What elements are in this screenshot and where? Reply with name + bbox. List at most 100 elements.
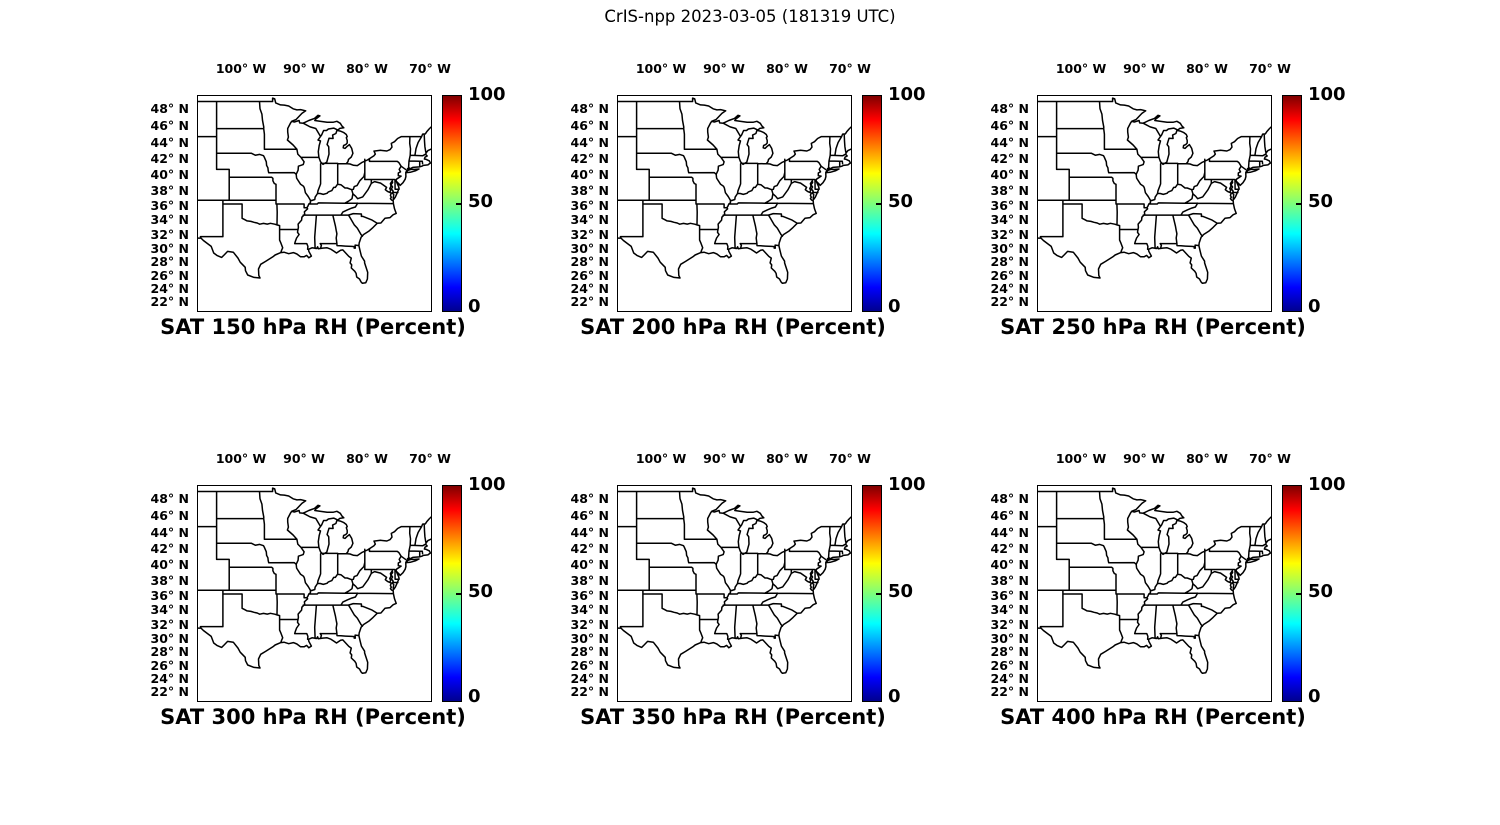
colorbar	[442, 95, 462, 312]
colorbar-tick-50: 50	[888, 191, 914, 212]
lat-tick-label: 32° N	[990, 226, 1029, 242]
lat-tick-label: 26° N	[570, 267, 609, 283]
map-frame	[197, 95, 432, 312]
figure-title: CrIS-npp 2023-03-05 (181319 UTC)	[604, 7, 896, 26]
lat-tick-label: 42° N	[150, 151, 189, 167]
panel-title: SAT 400 hPa RH (Percent)	[1000, 705, 1306, 729]
lat-tick-label: 24° N	[990, 670, 1029, 686]
lat-tick-label: 26° N	[990, 267, 1029, 283]
lat-tick-label: 28° N	[150, 254, 189, 270]
lon-tick-label: 90° W	[703, 61, 745, 76]
lat-tick-label: 22° N	[990, 293, 1029, 309]
map-frame	[197, 485, 432, 702]
lat-tick-label: 34° N	[990, 602, 1029, 618]
lat-tick-label: 32° N	[570, 226, 609, 242]
map-frame	[617, 485, 852, 702]
colorbar-mid-tick	[1296, 202, 1301, 205]
lon-tick-label: 90° W	[1123, 61, 1165, 76]
colorbar-tick-100: 100	[1308, 84, 1346, 105]
lon-tick-label: 80° W	[346, 61, 388, 76]
us-state-map	[1038, 487, 1271, 675]
lon-tick-label: 80° W	[766, 451, 808, 466]
map-frame	[1037, 95, 1272, 312]
lat-tick-label: 22° N	[570, 683, 609, 699]
lat-tick-label: 38° N	[990, 572, 1029, 588]
lon-tick-label: 70° W	[829, 451, 871, 466]
map-frame	[617, 95, 852, 312]
colorbar-mid-tick	[456, 592, 461, 595]
lat-tick-label: 26° N	[570, 657, 609, 673]
lat-tick-label: 26° N	[150, 657, 189, 673]
colorbar-tick-50: 50	[1308, 581, 1334, 602]
lat-tick-label: 28° N	[570, 254, 609, 270]
lat-tick-label: 46° N	[570, 508, 609, 524]
colorbar-tick-0: 0	[888, 296, 901, 317]
lat-tick-label: 48° N	[150, 490, 189, 506]
colorbar-tick-100: 100	[888, 84, 926, 105]
lat-tick-label: 30° N	[150, 240, 189, 256]
lat-tick-label: 42° N	[990, 151, 1029, 167]
colorbar-tick-50: 50	[468, 191, 494, 212]
lat-tick-label: 40° N	[150, 557, 189, 573]
colorbar	[1282, 485, 1302, 702]
lon-tick-label: 80° W	[1186, 451, 1228, 466]
colorbar-tick-50: 50	[888, 581, 914, 602]
us-state-map	[618, 97, 851, 285]
colorbar-tick-100: 100	[468, 474, 506, 495]
state-boundaries-path	[618, 487, 851, 675]
lon-tick-label: 90° W	[1123, 451, 1165, 466]
us-state-map	[198, 97, 431, 285]
lat-tick-label: 22° N	[150, 293, 189, 309]
lat-tick-label: 30° N	[570, 240, 609, 256]
subplot-sat-350: 100° W 90° W 80° W 70° W 48° N 46° N 44° N 42° …	[420, 390, 940, 780]
lat-tick-label: 28° N	[570, 644, 609, 660]
lat-tick-label: 36° N	[150, 587, 189, 603]
lon-tick-label: 100° W	[1055, 61, 1107, 76]
colorbar-tick-0: 0	[1308, 686, 1321, 707]
lat-tick-label: 48° N	[570, 100, 609, 116]
lat-tick-label: 24° N	[570, 670, 609, 686]
lon-tick-label: 70° W	[1249, 451, 1291, 466]
colorbar	[1282, 95, 1302, 312]
lat-tick-label: 38° N	[990, 182, 1029, 198]
lat-tick-label: 42° N	[570, 151, 609, 167]
colorbar-tick-0: 0	[888, 686, 901, 707]
colorbar-tick-0: 0	[468, 686, 481, 707]
subplot-sat-250: 100° W 90° W 80° W 70° W 48° N 46° N 44° N 42° …	[840, 0, 1360, 390]
lat-tick-label: 28° N	[990, 254, 1029, 270]
lon-tick-label: 100° W	[635, 61, 687, 76]
lat-tick-label: 46° N	[570, 118, 609, 134]
lat-tick-label: 44° N	[150, 525, 189, 541]
lat-tick-label: 38° N	[150, 572, 189, 588]
panel-title: SAT 250 hPa RH (Percent)	[1000, 315, 1306, 339]
colorbar-tick-100: 100	[468, 84, 506, 105]
us-state-map	[618, 487, 851, 675]
us-state-map	[198, 487, 431, 675]
lat-tick-label: 42° N	[150, 541, 189, 557]
lon-tick-label: 80° W	[346, 451, 388, 466]
lat-tick-label: 40° N	[150, 167, 189, 183]
colorbar-mid-tick	[456, 202, 461, 205]
colorbar-mid-tick	[876, 592, 881, 595]
lat-tick-label: 28° N	[150, 644, 189, 660]
subplot-sat-200: 100° W 90° W 80° W 70° W 48° N 46° N 44° N 42° …	[420, 0, 940, 390]
lat-tick-label: 34° N	[990, 212, 1029, 228]
lon-tick-label: 70° W	[409, 61, 451, 76]
colorbar-tick-100: 100	[888, 474, 926, 495]
lat-tick-label: 32° N	[570, 616, 609, 632]
lat-tick-label: 46° N	[990, 508, 1029, 524]
lon-tick-label: 90° W	[283, 61, 325, 76]
lat-tick-label: 30° N	[990, 240, 1029, 256]
lat-tick-label: 44° N	[570, 525, 609, 541]
state-boundaries-path	[618, 97, 851, 285]
lat-tick-label: 28° N	[990, 644, 1029, 660]
lon-tick-label: 70° W	[1249, 61, 1291, 76]
lon-tick-label: 100° W	[215, 61, 267, 76]
lat-tick-label: 22° N	[990, 683, 1029, 699]
us-state-map	[1038, 97, 1271, 285]
lat-tick-label: 40° N	[990, 557, 1029, 573]
lat-tick-label: 34° N	[570, 212, 609, 228]
colorbar	[862, 485, 882, 702]
colorbar-tick-100: 100	[1308, 474, 1346, 495]
lat-tick-label: 44° N	[150, 135, 189, 151]
